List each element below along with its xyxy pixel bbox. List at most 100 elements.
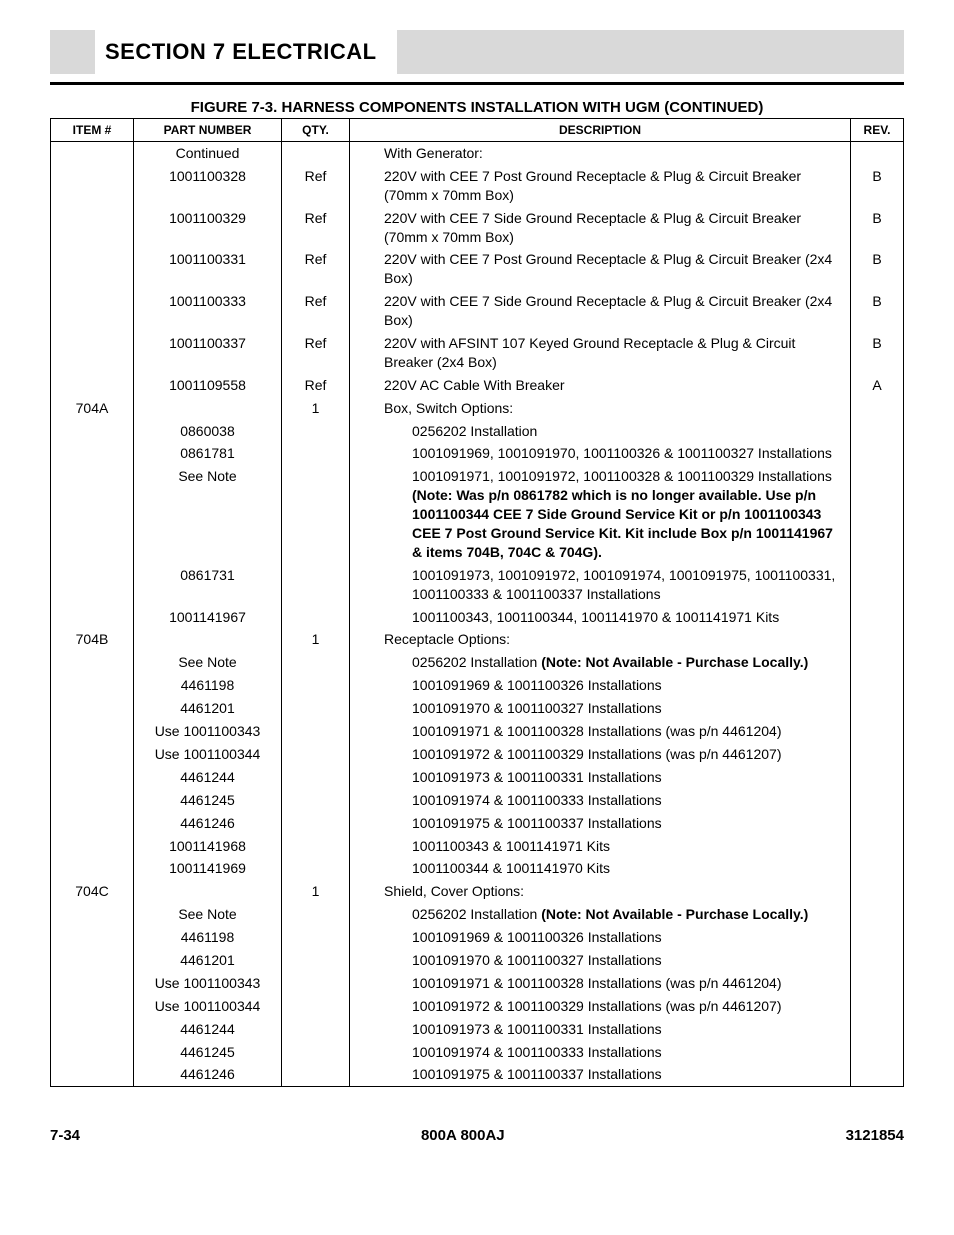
cell-part: 1001100331 — [134, 248, 282, 290]
cell-description: 1001091973 & 1001100331 Installations — [350, 766, 851, 789]
table-row: 10011419681001100343 & 1001141971 Kits — [51, 835, 904, 858]
cell-part: See Note — [134, 903, 282, 926]
cell-qty — [282, 1063, 350, 1086]
cell-rev — [851, 766, 904, 789]
col-header-desc: DESCRIPTION — [350, 119, 851, 142]
cell-description: 1001091975 & 1001100337 Installations — [350, 1063, 851, 1086]
cell-part: 4461244 — [134, 766, 282, 789]
cell-part: 1001100333 — [134, 290, 282, 332]
cell-rev — [851, 720, 904, 743]
cell-description: Receptacle Options: — [350, 628, 851, 651]
cell-item — [51, 374, 134, 397]
table-row: 08617311001091973, 1001091972, 100109197… — [51, 564, 904, 606]
cell-part: 4461198 — [134, 674, 282, 697]
table-row: 44612451001091974 & 1001100333 Installat… — [51, 789, 904, 812]
cell-description: 220V with CEE 7 Post Ground Receptacle &… — [350, 165, 851, 207]
header-underline — [50, 82, 904, 85]
cell-rev — [851, 1041, 904, 1064]
table-row: ContinuedWith Generator: — [51, 142, 904, 165]
table-row: 1001100333Ref220V with CEE 7 Side Ground… — [51, 290, 904, 332]
cell-description: 1001091971 & 1001100328 Installations (w… — [350, 720, 851, 743]
col-header-qty: QTY. — [282, 119, 350, 142]
cell-rev — [851, 564, 904, 606]
cell-description: 1001091973 & 1001100331 Installations — [350, 1018, 851, 1041]
cell-part: 4461198 — [134, 926, 282, 949]
cell-item — [51, 995, 134, 1018]
cell-description: 220V with CEE 7 Side Ground Receptacle &… — [350, 207, 851, 249]
col-header-part: PART NUMBER — [134, 119, 282, 142]
table-row: 704A1Box, Switch Options: — [51, 397, 904, 420]
cell-part: 4461245 — [134, 1041, 282, 1064]
cell-item — [51, 812, 134, 835]
cell-item — [51, 165, 134, 207]
cell-qty — [282, 674, 350, 697]
cell-rev: B — [851, 207, 904, 249]
table-row: See Note 0256202 Installation (Note: Not … — [51, 903, 904, 926]
cell-item — [51, 674, 134, 697]
cell-qty: Ref — [282, 207, 350, 249]
cell-item — [51, 949, 134, 972]
cell-item — [51, 903, 134, 926]
cell-rev — [851, 697, 904, 720]
cell-rev — [851, 420, 904, 443]
cell-description: 1001091974 & 1001100333 Installations — [350, 1041, 851, 1064]
cell-part: See Note — [134, 465, 282, 563]
table-row: 44611981001091969 & 1001100326 Installat… — [51, 674, 904, 697]
figure-title: FIGURE 7-3. HARNESS COMPONENTS INSTALLAT… — [50, 99, 904, 116]
table-row: 1001100331Ref220V with CEE 7 Post Ground… — [51, 248, 904, 290]
cell-part: 1001100329 — [134, 207, 282, 249]
cell-item: 704A — [51, 397, 134, 420]
cell-qty: 1 — [282, 880, 350, 903]
cell-qty: Ref — [282, 248, 350, 290]
cell-part — [134, 628, 282, 651]
cell-rev — [851, 949, 904, 972]
table-row: 44612461001091975 & 1001100337 Installat… — [51, 812, 904, 835]
cell-item — [51, 420, 134, 443]
table-row: Use 10011003441001091972 & 1001100329 In… — [51, 743, 904, 766]
cell-qty — [282, 903, 350, 926]
cell-rev — [851, 606, 904, 629]
cell-description: 0256202 Installation (Note: Not Availabl… — [350, 903, 851, 926]
cell-description: 1001091970 & 1001100327 Installations — [350, 697, 851, 720]
cell-item — [51, 442, 134, 465]
cell-qty: Ref — [282, 374, 350, 397]
cell-description: 1001091974 & 1001100333 Installations — [350, 789, 851, 812]
parts-table: ITEM # PART NUMBER QTY. DESCRIPTION REV.… — [50, 118, 904, 1087]
cell-item — [51, 1063, 134, 1086]
cell-item — [51, 743, 134, 766]
cell-part: 1001109558 — [134, 374, 282, 397]
cell-description: 0256202 Installation (Note: Not Availabl… — [350, 651, 851, 674]
cell-item — [51, 789, 134, 812]
table-row: 4461244 1001091973 & 1001100331 Installat… — [51, 766, 904, 789]
table-row: 44612011001091970 & 1001100327 Installat… — [51, 697, 904, 720]
cell-item: 704B — [51, 628, 134, 651]
cell-qty — [282, 142, 350, 165]
cell-description: 1001100344 & 1001141970 Kits — [350, 857, 851, 880]
cell-item — [51, 290, 134, 332]
cell-rev — [851, 1063, 904, 1086]
cell-part: 1001100337 — [134, 332, 282, 374]
footer-center: 800A 800AJ — [421, 1127, 505, 1144]
cell-part: Use 1001100344 — [134, 743, 282, 766]
cell-rev — [851, 972, 904, 995]
table-row: 08617811001091969, 1001091970, 100110032… — [51, 442, 904, 465]
cell-description: 1001091969 & 1001100326 Installations — [350, 926, 851, 949]
cell-part: Use 1001100343 — [134, 972, 282, 995]
cell-description: 1001091975 & 1001100337 Installations — [350, 812, 851, 835]
cell-qty: Ref — [282, 165, 350, 207]
cell-qty: Ref — [282, 332, 350, 374]
cell-item — [51, 465, 134, 563]
cell-item — [51, 248, 134, 290]
cell-part: Continued — [134, 142, 282, 165]
cell-part: 0861781 — [134, 442, 282, 465]
cell-qty — [282, 835, 350, 858]
cell-part: 1001141968 — [134, 835, 282, 858]
cell-rev — [851, 835, 904, 858]
cell-rev — [851, 995, 904, 1018]
table-row: Use 10011003441001091972 & 1001100329 In… — [51, 995, 904, 1018]
cell-qty — [282, 651, 350, 674]
table-row: 08600380256202 Installation — [51, 420, 904, 443]
table-row: 44612441001091973 & 1001100331 Installat… — [51, 1018, 904, 1041]
header-grey-block — [50, 30, 95, 74]
cell-rev — [851, 442, 904, 465]
